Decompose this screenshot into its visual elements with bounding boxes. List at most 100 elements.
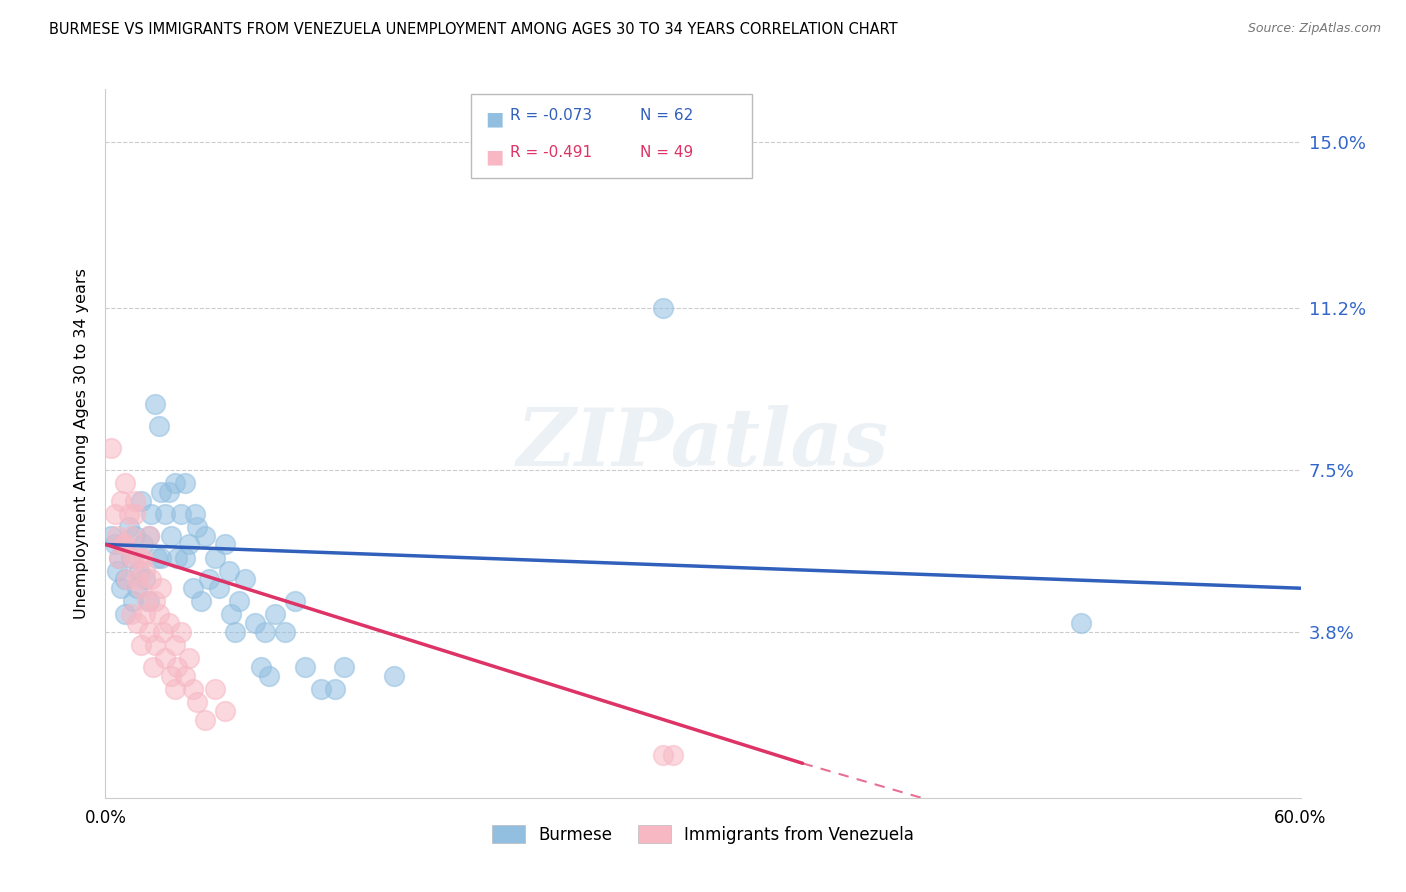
Point xyxy=(134,564,156,578)
Point xyxy=(120,550,142,565)
Point xyxy=(204,681,226,696)
Point xyxy=(382,669,405,683)
Point xyxy=(323,681,346,696)
Point xyxy=(127,573,149,587)
Text: ■: ■ xyxy=(485,110,503,128)
Point xyxy=(132,537,155,551)
Point xyxy=(150,581,173,595)
Point xyxy=(138,529,160,543)
Point xyxy=(157,616,180,631)
Point xyxy=(127,581,149,595)
Point xyxy=(122,550,145,565)
Point xyxy=(138,625,160,640)
Point xyxy=(108,550,131,565)
Point xyxy=(114,537,136,551)
Point xyxy=(143,397,166,411)
Point xyxy=(120,607,142,622)
Point xyxy=(174,669,197,683)
Point xyxy=(228,594,250,608)
Point xyxy=(117,573,139,587)
Point xyxy=(253,625,276,640)
Point xyxy=(118,507,141,521)
Point xyxy=(143,594,166,608)
Point xyxy=(114,476,136,491)
Text: BURMESE VS IMMIGRANTS FROM VENEZUELA UNEMPLOYMENT AMONG AGES 30 TO 34 YEARS CORR: BURMESE VS IMMIGRANTS FROM VENEZUELA UNE… xyxy=(49,22,898,37)
Point xyxy=(309,681,332,696)
Point xyxy=(233,573,256,587)
Point xyxy=(174,476,197,491)
Point xyxy=(128,564,150,578)
Point xyxy=(150,484,173,499)
Point xyxy=(100,441,122,455)
Point xyxy=(166,660,188,674)
Text: ZIPatlas: ZIPatlas xyxy=(517,405,889,483)
Point xyxy=(198,573,221,587)
Point xyxy=(662,747,685,762)
Point xyxy=(153,507,177,521)
Point xyxy=(129,493,153,508)
Point xyxy=(136,594,159,608)
Text: ■: ■ xyxy=(485,147,503,166)
Point xyxy=(333,660,356,674)
Point xyxy=(157,484,180,499)
Point xyxy=(104,507,127,521)
Point xyxy=(129,638,153,652)
Point xyxy=(243,616,266,631)
Point xyxy=(170,625,193,640)
Point xyxy=(124,529,146,543)
Point xyxy=(128,550,150,565)
Point xyxy=(127,616,149,631)
Point xyxy=(174,550,197,565)
Point xyxy=(273,625,295,640)
Point xyxy=(118,520,141,534)
Point xyxy=(138,594,160,608)
Point xyxy=(166,550,188,565)
Point xyxy=(114,573,136,587)
Point xyxy=(160,529,183,543)
Point xyxy=(112,537,135,551)
Point xyxy=(120,529,142,543)
Point xyxy=(110,493,132,508)
Text: N = 62: N = 62 xyxy=(640,108,693,123)
Point xyxy=(100,529,122,543)
Point xyxy=(186,520,208,534)
Point xyxy=(652,747,675,762)
Point xyxy=(219,607,242,622)
Point xyxy=(284,594,307,608)
Point xyxy=(186,695,208,709)
Point xyxy=(177,651,201,665)
Point xyxy=(224,625,246,640)
Point xyxy=(114,607,136,622)
Point xyxy=(107,529,129,543)
Point xyxy=(170,507,193,521)
Point xyxy=(108,550,131,565)
Point xyxy=(652,301,675,315)
Point xyxy=(153,651,177,665)
Point xyxy=(160,669,183,683)
Legend: Burmese, Immigrants from Venezuela: Burmese, Immigrants from Venezuela xyxy=(485,819,921,850)
Text: Source: ZipAtlas.com: Source: ZipAtlas.com xyxy=(1247,22,1381,36)
Point xyxy=(194,713,217,727)
Point xyxy=(148,607,170,622)
Point xyxy=(257,669,280,683)
Point xyxy=(110,581,132,595)
Point xyxy=(122,594,145,608)
Point xyxy=(214,537,236,551)
Y-axis label: Unemployment Among Ages 30 to 34 years: Unemployment Among Ages 30 to 34 years xyxy=(75,268,90,619)
Point xyxy=(141,507,163,521)
Point xyxy=(208,581,231,595)
Point xyxy=(165,476,187,491)
Point xyxy=(146,550,169,565)
Point xyxy=(142,660,165,674)
Point xyxy=(112,537,135,551)
Point xyxy=(134,573,156,587)
Point xyxy=(148,419,170,434)
Point xyxy=(194,529,217,543)
Text: R = -0.491: R = -0.491 xyxy=(510,145,592,161)
Point xyxy=(141,573,163,587)
Text: N = 49: N = 49 xyxy=(640,145,693,161)
Point xyxy=(263,607,285,622)
Point xyxy=(124,493,146,508)
Point xyxy=(250,660,273,674)
Point xyxy=(184,507,207,521)
